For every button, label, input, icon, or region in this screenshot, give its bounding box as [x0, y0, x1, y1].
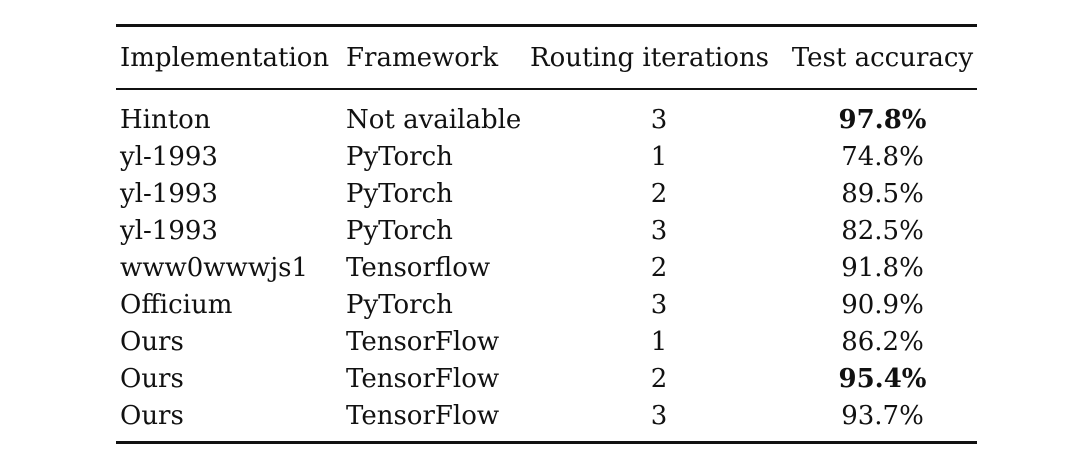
results-table: Implementation Framework Routing iterati… — [116, 24, 977, 444]
cell-implementation: Officium — [120, 290, 233, 320]
table-row: Ours TensorFlow 2 95.4% — [116, 361, 977, 398]
cell-framework: PyTorch — [346, 290, 453, 320]
cell-routing-iterations: 1 — [650, 142, 668, 172]
cell-test-accuracy: 93.7% — [841, 401, 924, 431]
cell-framework: PyTorch — [346, 216, 453, 246]
cell-test-accuracy: 89.5% — [841, 179, 924, 209]
cell-routing-iterations: 3 — [650, 290, 668, 320]
table-row: www0wwwjs1 Tensorflow 2 91.8% — [116, 250, 977, 287]
cell-test-accuracy: 74.8% — [841, 142, 924, 172]
table-row: yl-1993 PyTorch 1 74.8% — [116, 139, 977, 176]
cell-test-accuracy: 91.8% — [841, 253, 924, 283]
cell-test-accuracy: 97.8% — [838, 105, 927, 135]
table-row: Hinton Not available 3 97.8% — [116, 102, 977, 139]
cell-framework: TensorFlow — [346, 401, 500, 431]
cell-implementation: yl-1993 — [120, 216, 218, 246]
table-top-rule — [116, 24, 977, 27]
cell-implementation: Ours — [120, 327, 184, 357]
table-row: Officium PyTorch 3 90.9% — [116, 287, 977, 324]
cell-test-accuracy: 86.2% — [841, 327, 924, 357]
cell-framework: Tensorflow — [346, 253, 491, 283]
header-framework: Framework — [346, 43, 499, 73]
cell-framework: TensorFlow — [346, 327, 500, 357]
table-body: Hinton Not available 3 97.8% yl-1993 PyTorch 1… — [116, 102, 977, 435]
cell-framework: Not available — [346, 105, 522, 135]
table-bottom-rule — [116, 441, 977, 444]
table-row: yl-1993 PyTorch 2 89.5% — [116, 176, 977, 213]
cell-framework: PyTorch — [346, 179, 453, 209]
table-row: Ours TensorFlow 3 93.7% — [116, 398, 977, 435]
header-implementation: Implementation — [120, 43, 330, 73]
cell-test-accuracy: 90.9% — [841, 290, 924, 320]
cell-implementation: Ours — [120, 364, 184, 394]
cell-routing-iterations: 1 — [650, 327, 668, 357]
cell-framework: TensorFlow — [346, 364, 500, 394]
cell-test-accuracy: 82.5% — [841, 216, 924, 246]
cell-framework: PyTorch — [346, 142, 453, 172]
header-test-accuracy: Test accuracy — [791, 43, 974, 73]
cell-routing-iterations: 3 — [650, 105, 668, 135]
cell-implementation: yl-1993 — [120, 142, 218, 172]
table-row: yl-1993 PyTorch 3 82.5% — [116, 213, 977, 250]
cell-implementation: Hinton — [120, 105, 211, 135]
cell-routing-iterations: 3 — [650, 216, 668, 246]
table-row: Ours TensorFlow 1 86.2% — [116, 324, 977, 361]
cell-routing-iterations: 2 — [650, 364, 668, 394]
cell-test-accuracy: 95.4% — [838, 364, 927, 394]
cell-routing-iterations: 3 — [650, 401, 668, 431]
cell-implementation: www0wwwjs1 — [120, 253, 309, 283]
cell-routing-iterations: 2 — [650, 253, 668, 283]
header-routing-iterations: Routing iterations — [530, 43, 769, 73]
cell-routing-iterations: 2 — [650, 179, 668, 209]
table-mid-rule — [116, 88, 977, 90]
table-header-row: Implementation Framework Routing iterati… — [116, 38, 977, 78]
cell-implementation: Ours — [120, 401, 184, 431]
cell-implementation: yl-1993 — [120, 179, 218, 209]
